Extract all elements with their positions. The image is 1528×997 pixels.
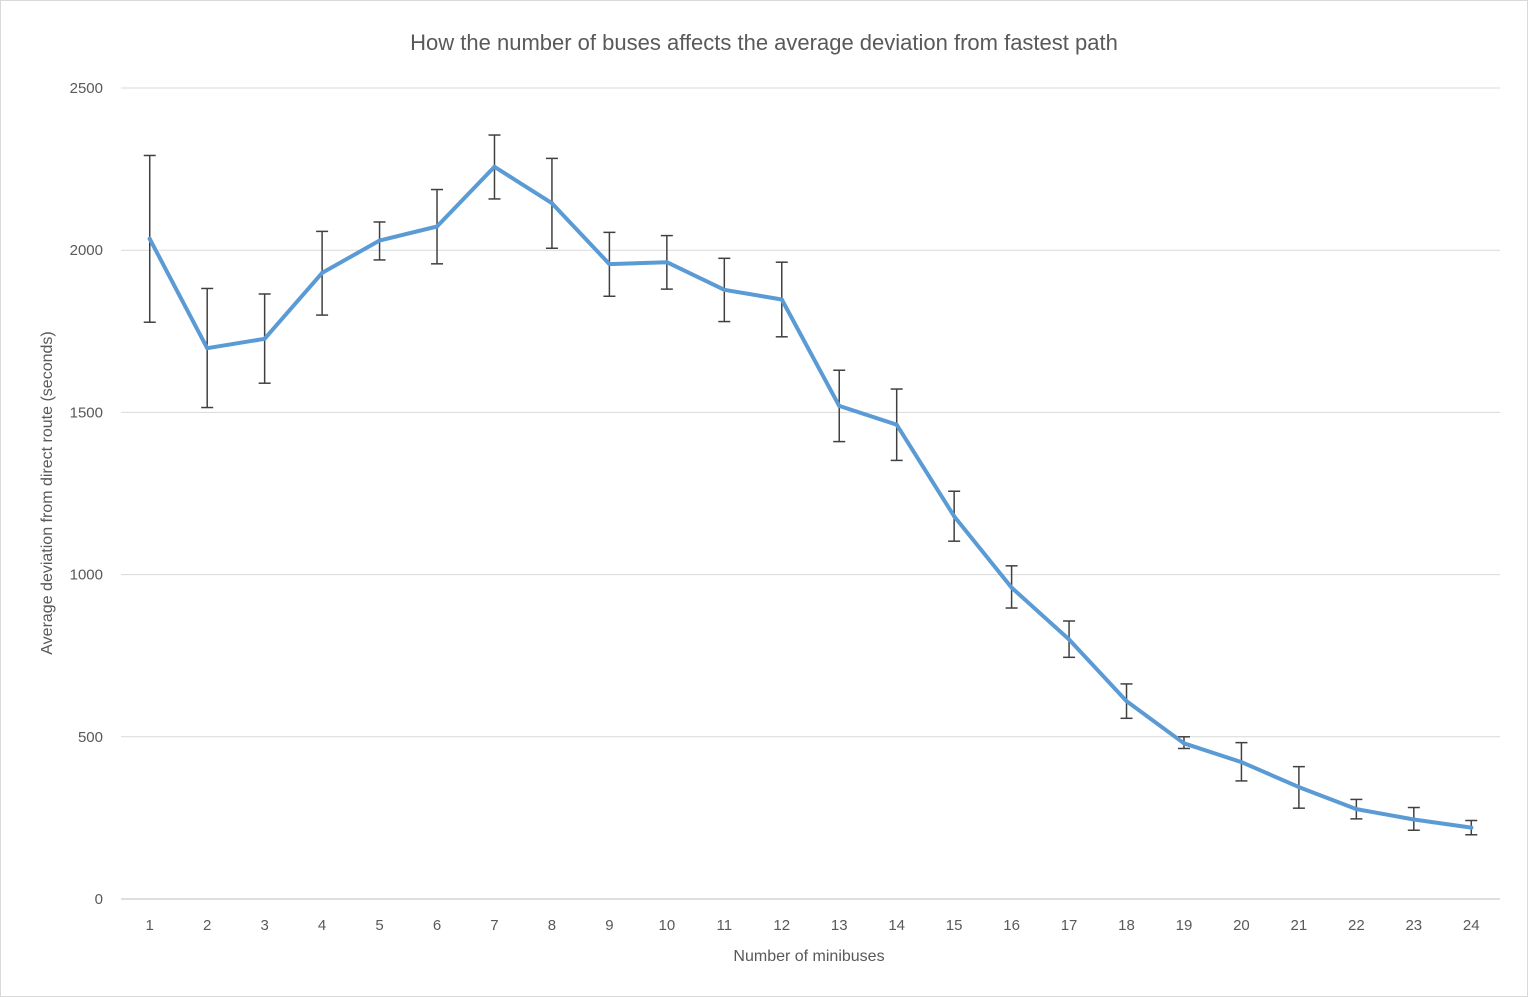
data-point [1411, 817, 1416, 822]
x-tick-label: 14 [888, 917, 905, 934]
x-tick-label: 3 [260, 917, 268, 934]
data-point [664, 260, 669, 265]
data-point [435, 224, 440, 229]
data-point [262, 336, 267, 341]
data-point [837, 403, 842, 408]
error-bars [143, 134, 1478, 836]
y-tick-labels: 0 500 1000 1500 2000 2500 [70, 80, 103, 908]
chart-title: How the number of buses affects the aver… [410, 30, 1118, 55]
x-tick-labels: 1 2 3 4 5 6 7 8 9 10 11 12 13 14 15 16 17 18 19 20 21 22 23 24 [146, 917, 1480, 934]
data-point [1239, 760, 1244, 765]
x-tick-label: 18 [1118, 917, 1135, 934]
data-point [549, 201, 554, 206]
data-point [1067, 637, 1072, 642]
x-tick-label: 22 [1348, 917, 1365, 934]
y-tick-label: 1000 [70, 567, 103, 584]
data-point [1354, 807, 1359, 812]
x-tick-label: 12 [773, 917, 790, 934]
x-tick-label: 9 [605, 917, 613, 934]
y-tick-label: 0 [95, 891, 103, 908]
data-point [377, 238, 382, 243]
y-tick-label: 2000 [70, 242, 103, 259]
y-axis-title: Average deviation from direct route (sec… [39, 331, 56, 654]
data-point [1469, 825, 1474, 830]
gridlines [121, 87, 1500, 900]
data-point [607, 262, 612, 267]
data-point [320, 270, 325, 275]
x-tick-label: 20 [1233, 917, 1250, 934]
data-point [722, 287, 727, 292]
x-tick-label: 17 [1061, 917, 1078, 934]
x-tick-label: 16 [1003, 917, 1020, 934]
data-point [952, 514, 957, 519]
x-tick-label: 4 [318, 917, 326, 934]
x-tick-label: 8 [548, 917, 556, 934]
y-tick-label: 2500 [70, 80, 103, 97]
x-tick-label: 10 [659, 917, 676, 934]
data-point [1181, 741, 1186, 746]
data-point [492, 164, 497, 169]
x-tick-label: 7 [490, 917, 498, 934]
x-tick-label: 23 [1405, 917, 1422, 934]
x-tick-label: 21 [1291, 917, 1308, 934]
x-tick-label: 13 [831, 917, 848, 934]
y-tick-label: 1500 [70, 404, 103, 421]
x-tick-label: 2 [203, 917, 211, 934]
data-point [779, 297, 784, 302]
x-tick-label: 5 [375, 917, 383, 934]
series-line [147, 164, 1474, 830]
data-point [1009, 585, 1014, 590]
x-tick-label: 6 [433, 917, 441, 934]
x-tick-label: 1 [146, 917, 154, 934]
data-point [147, 236, 152, 241]
data-point [894, 422, 899, 427]
x-axis-title: Number of minibuses [733, 948, 884, 965]
x-tick-label: 11 [717, 917, 733, 934]
x-tick-label: 24 [1463, 917, 1480, 934]
x-tick-label: 15 [946, 917, 963, 934]
data-point [205, 346, 210, 351]
x-tick-label: 19 [1176, 917, 1193, 934]
series-group [147, 164, 1474, 830]
data-point [1296, 785, 1301, 790]
data-point [1124, 699, 1129, 704]
y-tick-label: 500 [78, 729, 103, 746]
